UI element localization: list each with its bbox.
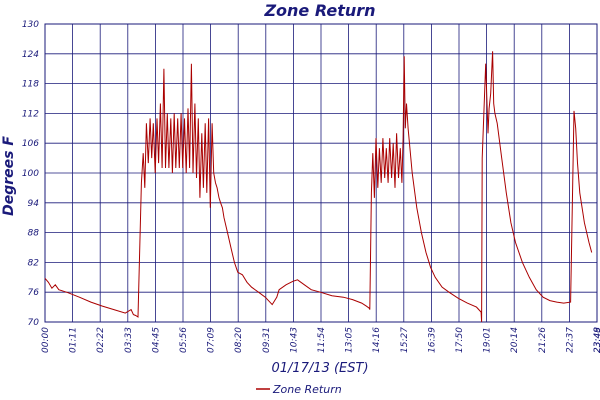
x-axis-ticks: 00:00 01:11 02:22 03:33 04:45 05:56 07:09 08:20… — [41, 327, 600, 353]
x-tick-label: 07:09 — [207, 327, 217, 353]
x-tick-label: 23:48 — [593, 327, 600, 353]
x-tick-label: 03:33 — [124, 327, 134, 353]
y-tick-label: 70 — [28, 318, 40, 328]
y-tick-label: 124 — [22, 50, 39, 60]
y-axis-label: Degrees F — [1, 136, 17, 216]
x-tick-label: 04:45 — [151, 327, 161, 353]
y-tick-label: 130 — [22, 20, 39, 30]
x-tick-label: 15:27 — [400, 327, 410, 353]
plot-area-border — [44, 23, 598, 323]
grid-lines — [45, 23, 597, 323]
x-tick-label: 08:20 — [234, 327, 244, 353]
x-tick-label: 05:56 — [179, 327, 189, 353]
y-tick-label: 82 — [28, 258, 40, 268]
chart-title: Zone Return — [263, 1, 375, 20]
y-tick-label: 106 — [22, 139, 39, 149]
x-tick-label: 23:49 — [593, 327, 600, 353]
x-tick-label: 09:31 — [262, 327, 272, 353]
y-tick-label: 88 — [28, 229, 40, 239]
y-axis-ticks: 70 76 82 88 94 100 106 112 118 124 130 — [22, 20, 39, 328]
x-tick-label: 00:00 — [41, 327, 51, 353]
y-tick-label: 118 — [22, 80, 39, 90]
x-tick-label: 17:50 — [455, 327, 465, 353]
x-tick-label: 20:14 — [510, 327, 520, 353]
x-tick-label: 13:05 — [345, 327, 355, 353]
x-axis-label: 01/17/13 (EST) — [271, 361, 368, 376]
y-tick-label: 100 — [22, 169, 39, 179]
x-tick-label: 21:26 — [538, 327, 548, 353]
x-tick-label: 02:22 — [96, 327, 106, 353]
legend-label: Zone Return — [272, 383, 342, 396]
x-tick-label: 01:11 — [69, 327, 79, 353]
x-tick-label: 19:01 — [483, 327, 493, 353]
y-tick-label: 112 — [22, 109, 39, 119]
x-tick-label: 16:39 — [427, 327, 437, 353]
legend: Zone Return — [256, 383, 342, 396]
x-tick-label: 11:54 — [317, 327, 327, 353]
x-tick-label: 14:16 — [372, 327, 382, 353]
x-tick-label: 10:43 — [289, 327, 299, 353]
y-tick-label: 94 — [28, 199, 40, 209]
x-tick-label: 22:37 — [565, 327, 575, 353]
series-line-zone-return — [44, 51, 593, 323]
y-tick-label: 76 — [28, 288, 40, 298]
